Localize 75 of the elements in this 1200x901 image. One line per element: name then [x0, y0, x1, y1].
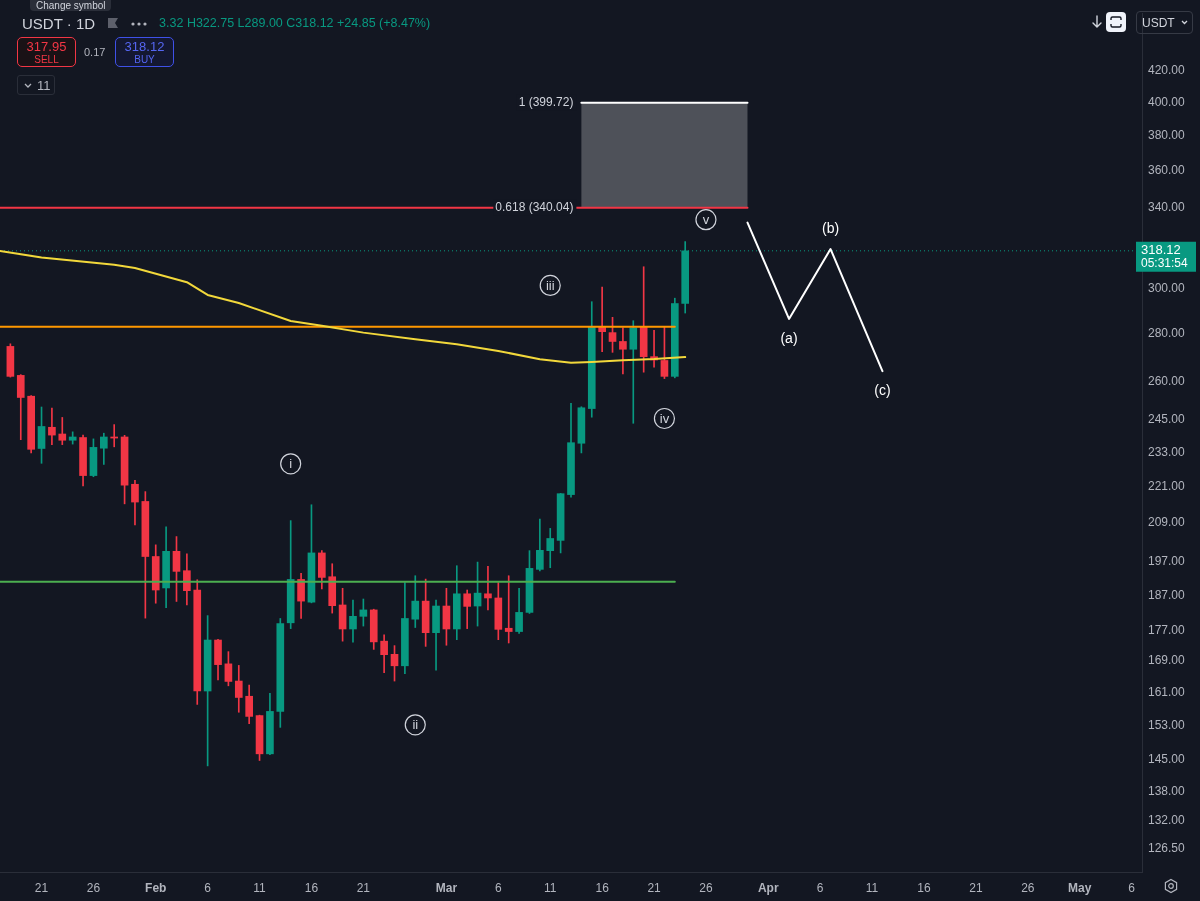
candlestick [504, 575, 513, 644]
y-tick-label: 209.00 [1148, 515, 1186, 530]
x-tick-label: Mar [435, 880, 458, 895]
x-tick-label: 26 [86, 880, 101, 895]
y-tick-label: 245.00 [1148, 412, 1186, 427]
x-tick-label: May [1068, 880, 1092, 895]
y-tick-label: 197.00 [1148, 553, 1186, 568]
y-tick-label: 340.00 [1148, 200, 1186, 215]
x-tick-label: 21 [647, 880, 662, 895]
annotation: 0.17 [84, 46, 106, 58]
y-tick-label: 132.00 [1148, 813, 1186, 828]
annotation: v [702, 212, 710, 228]
candlestick [48, 407, 56, 445]
annotation: SELL [34, 54, 59, 65]
y-tick-label: 221.00 [1148, 479, 1186, 494]
annotation: USDT [1142, 15, 1175, 30]
x-tick-label: 11 [253, 880, 267, 895]
currency-dropdown: USDT [1136, 11, 1193, 34]
x-tick-label: 11 [865, 880, 879, 895]
x-tick-label: 26 [699, 880, 713, 895]
tooltip: Change symbol [30, 0, 112, 11]
y-tick-label: 300.00 [1148, 281, 1186, 296]
y-tick-label: 360.00 [1148, 162, 1186, 177]
y-tick-label: 153.00 [1148, 717, 1186, 732]
y-tick-label: 280.00 [1148, 325, 1186, 340]
x-tick-label: 21 [34, 880, 49, 895]
y-tick-label: 161.00 [1148, 684, 1186, 699]
candlestick [619, 327, 627, 375]
y-tick-label: 145.00 [1148, 752, 1186, 767]
x-tick-label: Feb [145, 880, 167, 895]
annotation: (a) [780, 329, 798, 346]
x-tick-label: 26 [1021, 880, 1035, 895]
y-tick-label: 400.00 [1148, 94, 1186, 109]
annotation: ii [412, 717, 419, 733]
annotation: (c) [874, 382, 891, 399]
x-tick-label: Apr [757, 880, 779, 895]
candlestick [629, 320, 638, 424]
x-tick-label: 6 [494, 880, 502, 895]
annotation: 05:31:54 [1141, 256, 1189, 271]
x-tick-label: 16 [304, 880, 319, 895]
x-tick-label: 21 [356, 880, 371, 895]
candlestick [58, 417, 67, 445]
annotation: 1 (399.72) [518, 95, 574, 110]
ref-line-label: 318.12 [1141, 242, 1181, 258]
y-tick-label: 380.00 [1148, 127, 1186, 142]
x-tick-label: 6 [816, 880, 824, 895]
annotation: BUY [134, 54, 155, 65]
y-tick-label: 138.00 [1148, 784, 1186, 799]
annotation: 11 [37, 77, 51, 93]
y-tick-label: 169.00 [1148, 653, 1186, 668]
buy-button: 318.12 BUY [115, 37, 174, 67]
x-tick-label: 6 [1128, 880, 1136, 895]
x-tick-label: 6 [204, 880, 212, 895]
y-tick-label: 420.00 [1148, 63, 1186, 78]
annotation: 318.12 [124, 39, 165, 54]
candlestick [484, 566, 492, 611]
sell-button: 317.95 SELL [17, 37, 76, 67]
annotation: 0.618 (340.04) [495, 199, 574, 214]
annotation: iii [545, 277, 555, 293]
y-tick-label: 177.00 [1148, 623, 1186, 638]
annotation: i [289, 456, 293, 472]
annotation: (b) [821, 219, 840, 236]
x-tick-label: 21 [969, 880, 983, 895]
collapse-button: 11 [17, 75, 55, 95]
x-tick-label: 16 [917, 880, 931, 895]
chart-title: USDT · 1D [22, 14, 96, 32]
x-tick-label: 16 [595, 880, 610, 895]
y-tick-label: 187.00 [1148, 587, 1186, 602]
x-tick-label: 11 [544, 880, 557, 895]
y-tick-label: 233.00 [1148, 444, 1186, 459]
annotation: iv [659, 411, 670, 427]
y-tick-label: 260.00 [1148, 373, 1186, 388]
y-tick-label: 126.50 [1148, 840, 1186, 855]
chart-subtitle: 3.32 H322.75 L289.00 C318.12 +24.85 (+8.47%) [159, 16, 431, 30]
annotation: 317.95 [26, 39, 67, 54]
